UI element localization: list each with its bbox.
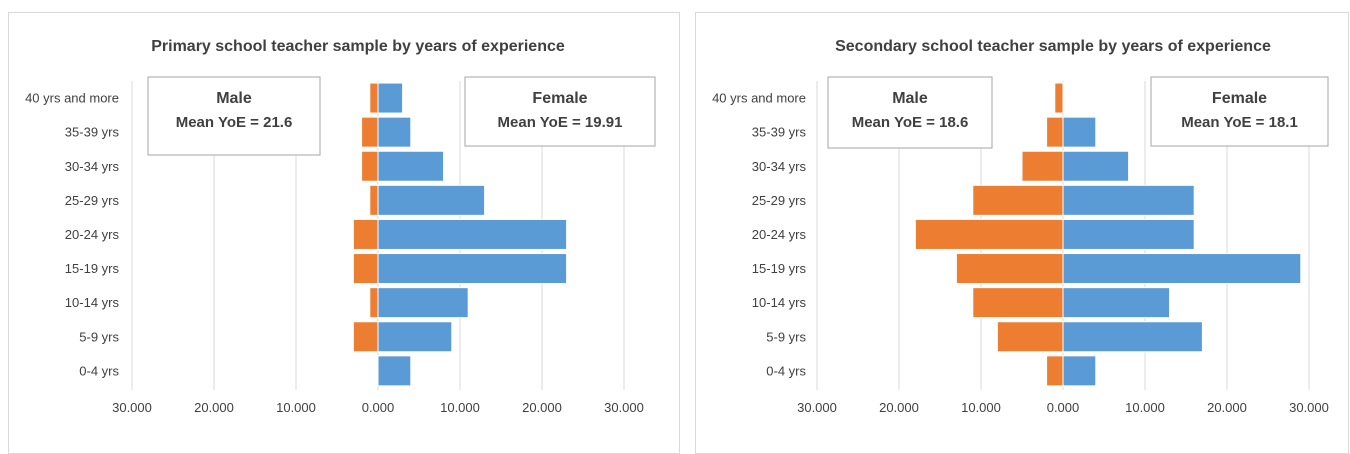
chart-title: Secondary school teacher sample by years…: [835, 38, 1271, 55]
x-tick-label: 30.000: [1289, 400, 1329, 415]
female-annotation-box: [1150, 76, 1329, 147]
bar-male: [352, 321, 379, 353]
male-annotation-box: [827, 76, 993, 149]
male-annotation-stat: Mean YoE = 21.6: [176, 114, 293, 131]
bar-male: [352, 218, 379, 250]
bar-male: [972, 287, 1064, 319]
bar-male: [369, 82, 379, 114]
x-tick-label: 20.000: [879, 400, 919, 415]
bar-male: [1046, 355, 1064, 387]
bar-male: [914, 218, 1064, 250]
y-category-label: 35-39 yrs: [752, 125, 807, 140]
bar-female: [377, 150, 445, 182]
x-tick-label: 10.000: [961, 400, 1001, 415]
bar-male: [1021, 150, 1064, 182]
bar-female: [1062, 355, 1097, 387]
bar-female: [377, 218, 568, 250]
y-category-label: 25-29 yrs: [65, 193, 120, 208]
male-annotation-label: Male: [892, 90, 928, 107]
y-category-label: 30-34 yrs: [752, 159, 807, 174]
y-category-label: 5-9 yrs: [79, 329, 119, 344]
x-tick-label: 0.000: [362, 400, 395, 415]
bar-male: [972, 184, 1064, 216]
x-tick-label: 10.000: [1125, 400, 1165, 415]
y-category-label: 0-4 yrs: [766, 363, 806, 378]
bar-male: [369, 184, 379, 216]
bar-female: [1062, 116, 1097, 148]
y-category-label: 15-19 yrs: [65, 261, 120, 276]
y-category-label: 30-34 yrs: [65, 159, 120, 174]
bar-male: [352, 253, 379, 285]
x-tick-label: 10.000: [276, 400, 316, 415]
bar-male: [369, 287, 379, 319]
female-annotation-stat: Mean YoE = 19.91: [498, 114, 623, 131]
chart-panel-primary: Primary school teacher sample by years o…: [8, 12, 680, 454]
bar-female: [1062, 150, 1130, 182]
male-annotation-label: Male: [216, 90, 252, 107]
bar-female: [377, 321, 453, 353]
bar-female: [1062, 253, 1302, 285]
x-tick-label: 20.000: [194, 400, 234, 415]
y-category-label: 10-14 yrs: [65, 295, 120, 310]
y-category-label: 35-39 yrs: [65, 125, 120, 140]
chart-panel-secondary: Secondary school teacher sample by years…: [695, 12, 1349, 454]
bar-female: [377, 184, 486, 216]
bar-female: [377, 82, 404, 114]
y-category-label: 20-24 yrs: [752, 227, 807, 242]
bar-male: [955, 253, 1064, 285]
chart-secondary: Secondary school teacher sample by years…: [712, 38, 1329, 415]
bar-female: [1062, 321, 1203, 353]
bar-male: [361, 150, 379, 182]
x-tick-label: 0.000: [1047, 400, 1080, 415]
bar-female: [377, 355, 412, 387]
x-tick-label: 30.000: [797, 400, 837, 415]
female-annotation-stat: Mean YoE = 18.1: [1181, 114, 1298, 131]
bar-male: [361, 116, 379, 148]
x-tick-label: 20.000: [1207, 400, 1247, 415]
chart-primary: Primary school teacher sample by years o…: [25, 38, 656, 415]
male-annotation-stat: Mean YoE = 18.6: [852, 114, 969, 131]
bar-female: [1062, 184, 1195, 216]
y-category-label: 40 yrs and more: [25, 91, 119, 106]
x-tick-label: 20.000: [522, 400, 562, 415]
y-category-label: 40 yrs and more: [712, 91, 806, 106]
bar-male: [1046, 116, 1064, 148]
bar-female: [1062, 218, 1195, 250]
bar-female: [377, 116, 412, 148]
bar-male: [1054, 82, 1064, 114]
y-category-label: 25-29 yrs: [752, 193, 807, 208]
y-category-label: 0-4 yrs: [79, 363, 119, 378]
bar-female: [377, 287, 469, 319]
y-category-label: 5-9 yrs: [766, 329, 806, 344]
y-category-label: 10-14 yrs: [752, 295, 807, 310]
bar-female: [1062, 287, 1171, 319]
y-category-label: 20-24 yrs: [65, 227, 120, 242]
female-annotation-box: [464, 76, 656, 147]
x-tick-label: 10.000: [440, 400, 480, 415]
x-tick-label: 30.000: [604, 400, 644, 415]
chart-title: Primary school teacher sample by years o…: [151, 38, 565, 55]
bar-male: [996, 321, 1064, 353]
male-annotation-box: [147, 76, 321, 156]
female-annotation-label: Female: [532, 90, 587, 107]
bar-female: [377, 253, 568, 285]
y-category-label: 15-19 yrs: [752, 261, 807, 276]
x-tick-label: 30.000: [112, 400, 152, 415]
female-annotation-label: Female: [1212, 90, 1267, 107]
